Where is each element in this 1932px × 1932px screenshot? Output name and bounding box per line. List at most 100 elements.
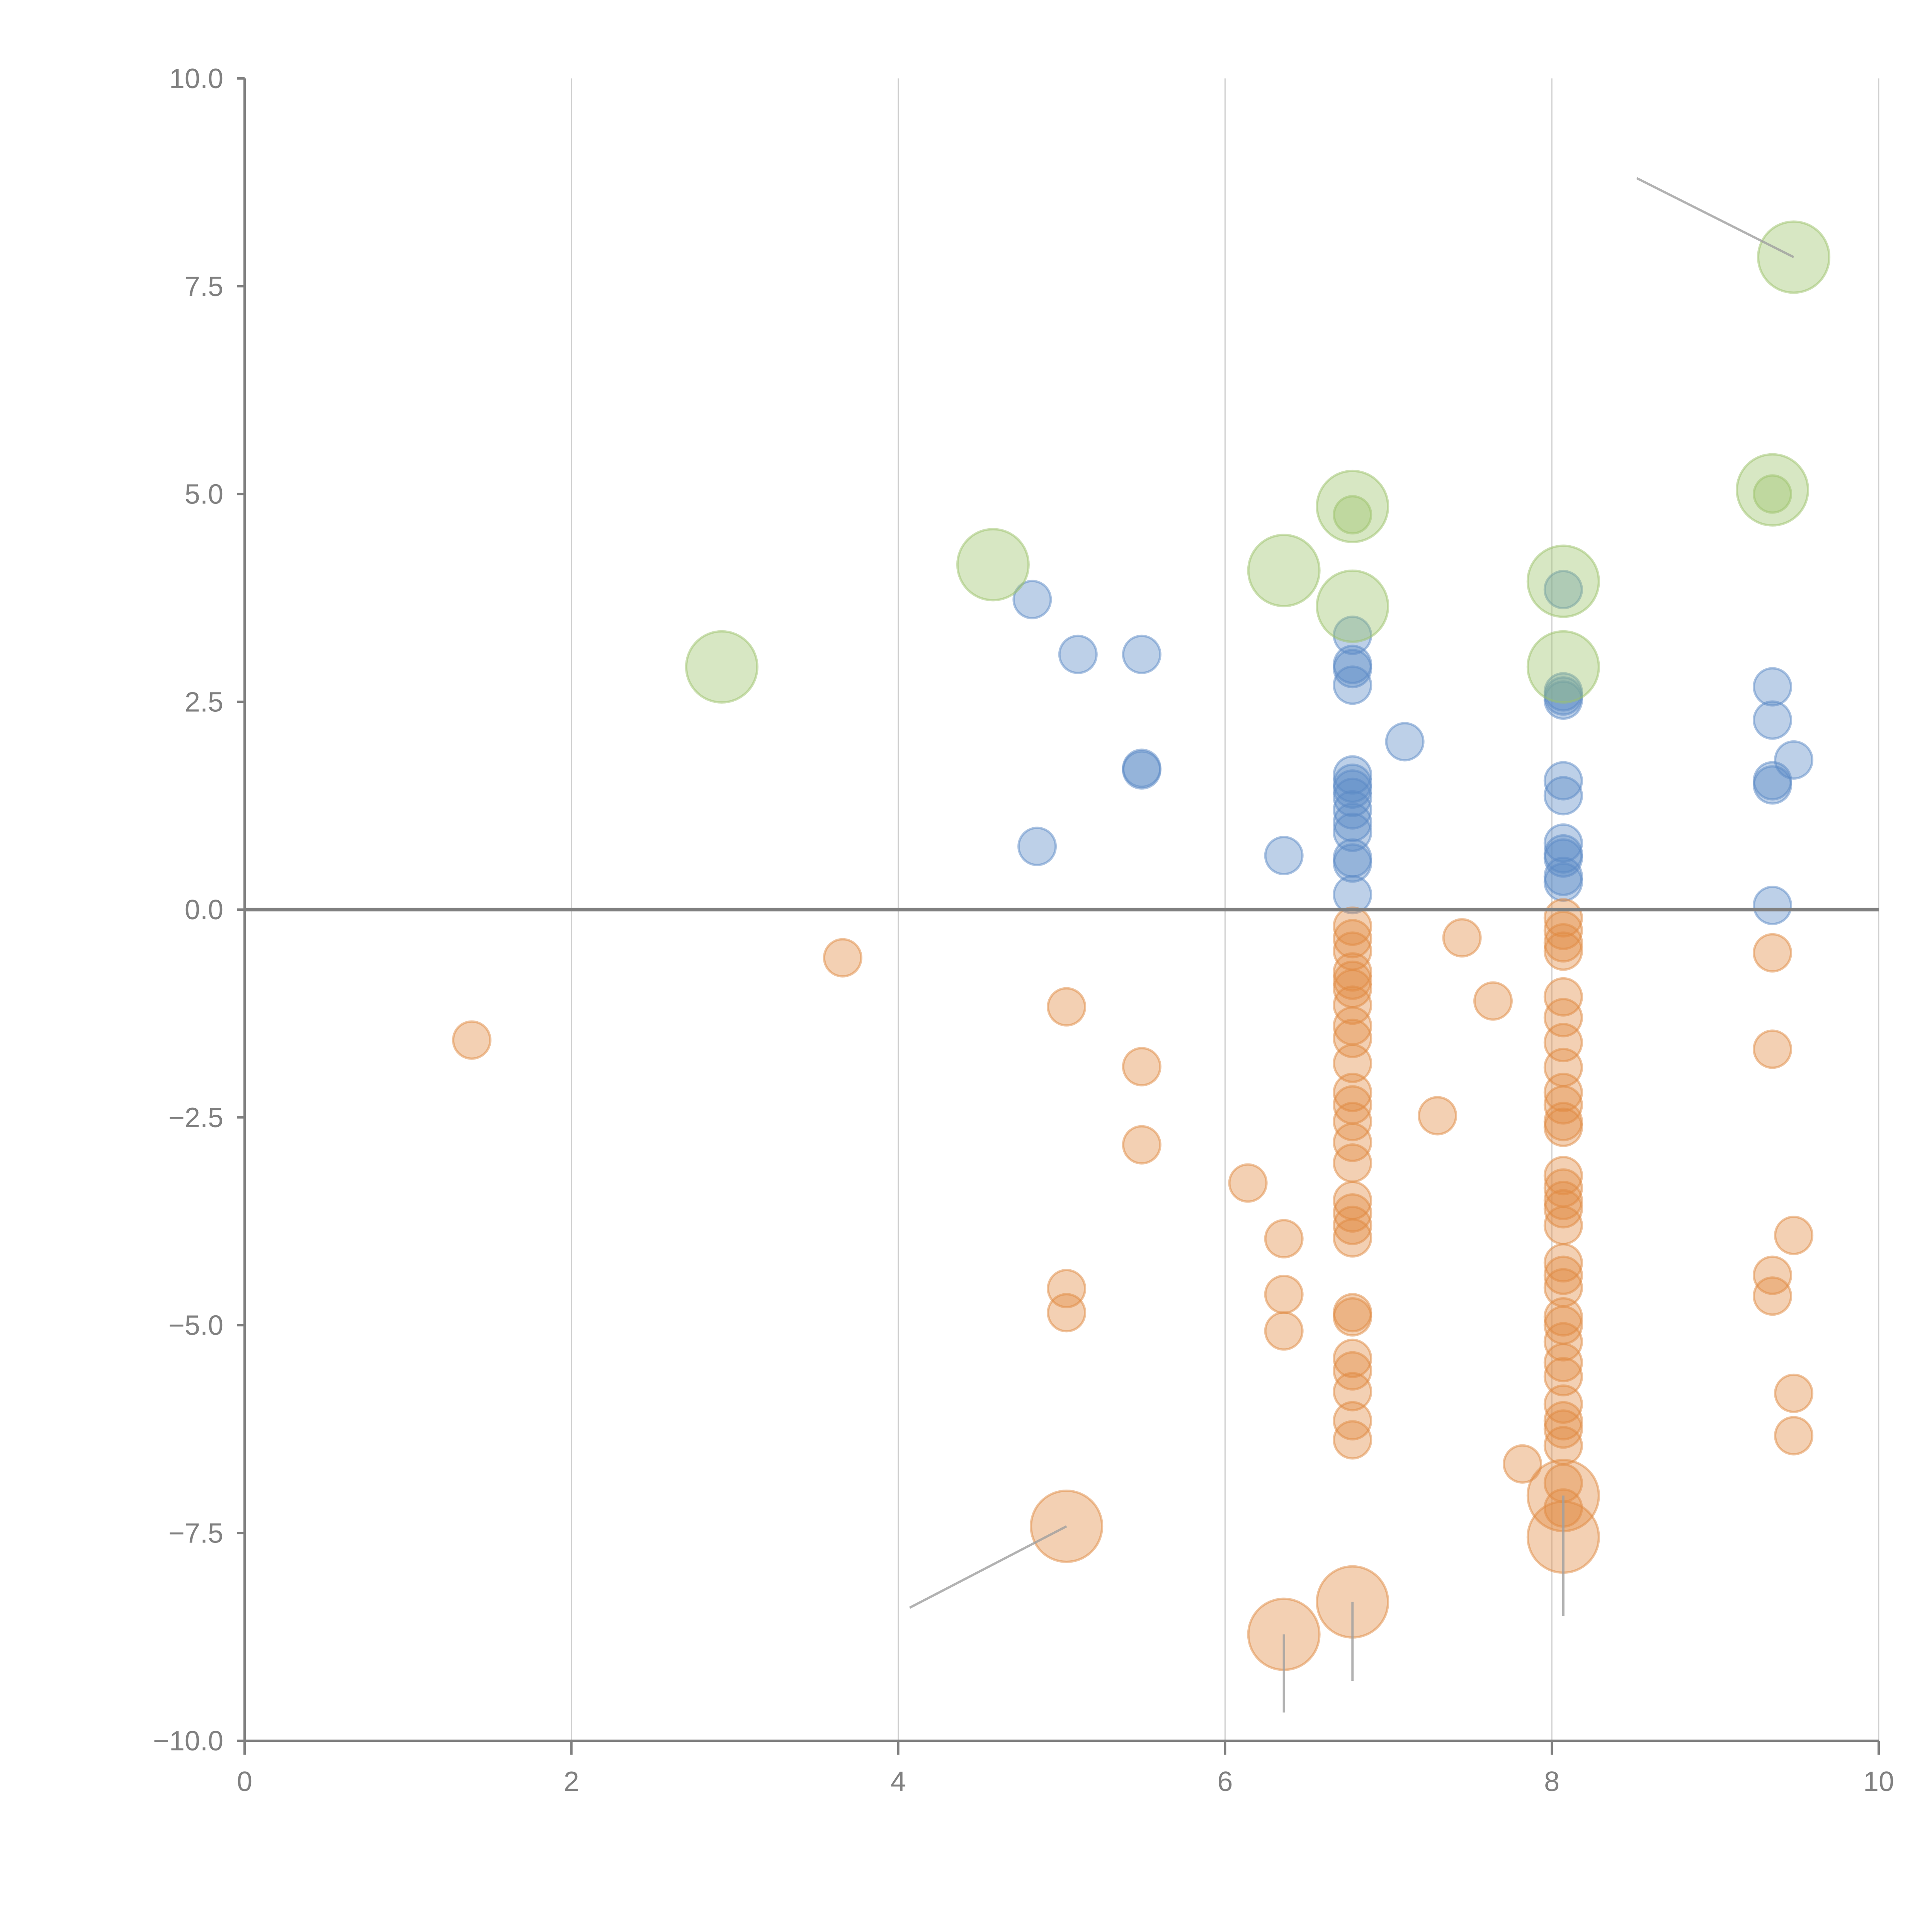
point-positive-4 xyxy=(1122,750,1162,790)
point-negative-77 xyxy=(1774,1373,1814,1413)
point-negative-20 xyxy=(1333,1043,1372,1083)
point-positive-10 xyxy=(1333,665,1372,705)
point-negative-10 xyxy=(1047,1293,1087,1333)
x-axis-ticks: 0 2 4 6 8 10 xyxy=(237,1741,1894,1797)
x-tick-label: 4 xyxy=(891,1766,906,1797)
point-negative-2 xyxy=(1047,987,1087,1027)
point-positive-26 xyxy=(1543,761,1583,801)
point-negative-32 xyxy=(1333,1338,1372,1378)
point-negative-38 xyxy=(1442,918,1482,958)
point-positive-large-4 xyxy=(1316,569,1389,643)
point-negative-44 xyxy=(1543,931,1583,971)
point-positive-33 xyxy=(1753,667,1793,707)
point-negative-72 xyxy=(1753,933,1793,973)
point-negative-69 xyxy=(1543,1426,1583,1466)
point-positive-38 xyxy=(1753,886,1793,925)
y-tick-label: 5.0 xyxy=(185,479,223,510)
point-negative-33 xyxy=(1333,1351,1372,1391)
point-positive-13 xyxy=(1333,769,1372,809)
point-negative-45 xyxy=(1543,977,1583,1017)
point-negative-36 xyxy=(1333,1420,1372,1460)
point-negative-43 xyxy=(1543,923,1583,963)
point-negative-17 xyxy=(1333,985,1372,1025)
point-negative-42 xyxy=(1543,910,1583,950)
point-negative-31 xyxy=(1333,1297,1372,1337)
point-positive-2 xyxy=(1122,634,1162,674)
point-positive-large-3 xyxy=(1316,469,1389,543)
point-negative-63 xyxy=(1543,1322,1583,1362)
point-negative-29 xyxy=(1333,1218,1372,1258)
point-negative-25 xyxy=(1333,1143,1372,1183)
point-positive-28 xyxy=(1543,823,1583,863)
x-tick-label: 6 xyxy=(1217,1766,1233,1797)
point-positive-36 xyxy=(1753,765,1793,805)
point-negative-39 xyxy=(1473,981,1513,1021)
annotation-lines xyxy=(909,177,1794,1713)
point-negative-37 xyxy=(1418,1096,1458,1136)
y-tick-label: −5.0 xyxy=(168,1310,223,1341)
point-negative-4 xyxy=(1122,1125,1162,1165)
point-negative-65 xyxy=(1543,1357,1583,1396)
point-positive-large-7 xyxy=(1736,453,1810,527)
annotation-line-0 xyxy=(1636,177,1794,259)
y-tick-label: −7.5 xyxy=(168,1518,223,1549)
point-negative-12 xyxy=(1333,919,1372,959)
point-negative-5 xyxy=(1228,1163,1268,1203)
point-negative-75 xyxy=(1753,1255,1793,1295)
point-positive-large-6 xyxy=(1526,630,1600,704)
x-tick-label: 2 xyxy=(564,1766,579,1797)
point-positive-large-5 xyxy=(1526,544,1600,618)
point-positive-9 xyxy=(1333,649,1372,689)
point-negative-28 xyxy=(1333,1206,1372,1245)
y-tick-label: −10.0 xyxy=(153,1726,223,1757)
point-positive-0 xyxy=(1012,580,1052,619)
point-negative-14 xyxy=(1333,952,1372,992)
point-negative-0 xyxy=(452,1020,492,1060)
point-negative-21 xyxy=(1333,1073,1372,1112)
point-positive-medium-1 xyxy=(1753,474,1793,514)
point-negative-57 xyxy=(1543,1206,1583,1245)
point-negative-7 xyxy=(1264,1274,1304,1314)
point-positive-large-0 xyxy=(685,630,759,704)
point-positive-15 xyxy=(1333,790,1372,830)
point-positive-11 xyxy=(1333,755,1372,795)
y-tick-label: 0.0 xyxy=(185,895,223,925)
point-negative-24 xyxy=(1333,1122,1372,1162)
point-positive-1 xyxy=(1058,634,1098,674)
point-positive-medium-0 xyxy=(1333,495,1372,535)
annotation-line-1 xyxy=(909,1525,1067,1609)
point-negative-6 xyxy=(1264,1219,1304,1259)
point-negative-78 xyxy=(1774,1416,1814,1456)
y-tick-label: 7.5 xyxy=(185,271,223,302)
point-positive-16 xyxy=(1333,803,1372,842)
point-negative-23 xyxy=(1333,1102,1372,1141)
point-positive-large-1 xyxy=(956,528,1030,602)
point-negative-8 xyxy=(1264,1311,1304,1351)
point-negative-49 xyxy=(1543,1073,1583,1112)
x-tick-label: 10 xyxy=(1863,1766,1894,1797)
point-positive-34 xyxy=(1753,700,1793,740)
point-negative-76 xyxy=(1753,1276,1793,1316)
point-negative-68 xyxy=(1543,1409,1583,1449)
x-tick-label: 0 xyxy=(237,1766,252,1797)
point-negative-56 xyxy=(1543,1189,1583,1229)
point-negative-73 xyxy=(1753,1029,1793,1069)
point-positive-19 xyxy=(1333,843,1372,883)
point-positive-6 xyxy=(1264,836,1304,876)
point-positive-large-2 xyxy=(1247,534,1321,607)
point-positive-32 xyxy=(1543,862,1583,902)
y-tick-label: 2.5 xyxy=(185,687,223,718)
point-positive-5 xyxy=(1017,827,1057,866)
point-positive-22 xyxy=(1543,570,1583,609)
y-tick-label: −2.5 xyxy=(168,1102,223,1133)
point-positive-27 xyxy=(1543,776,1583,816)
point-negative-34 xyxy=(1333,1372,1372,1412)
point-positive-21 xyxy=(1385,722,1425,762)
x-tick-label: 8 xyxy=(1544,1766,1560,1797)
point-positive-37 xyxy=(1774,740,1814,780)
point-negative-50 xyxy=(1543,1085,1583,1125)
point-negative-59 xyxy=(1543,1255,1583,1295)
point-negative-52 xyxy=(1543,1107,1583,1147)
point-negative-64 xyxy=(1543,1343,1583,1383)
